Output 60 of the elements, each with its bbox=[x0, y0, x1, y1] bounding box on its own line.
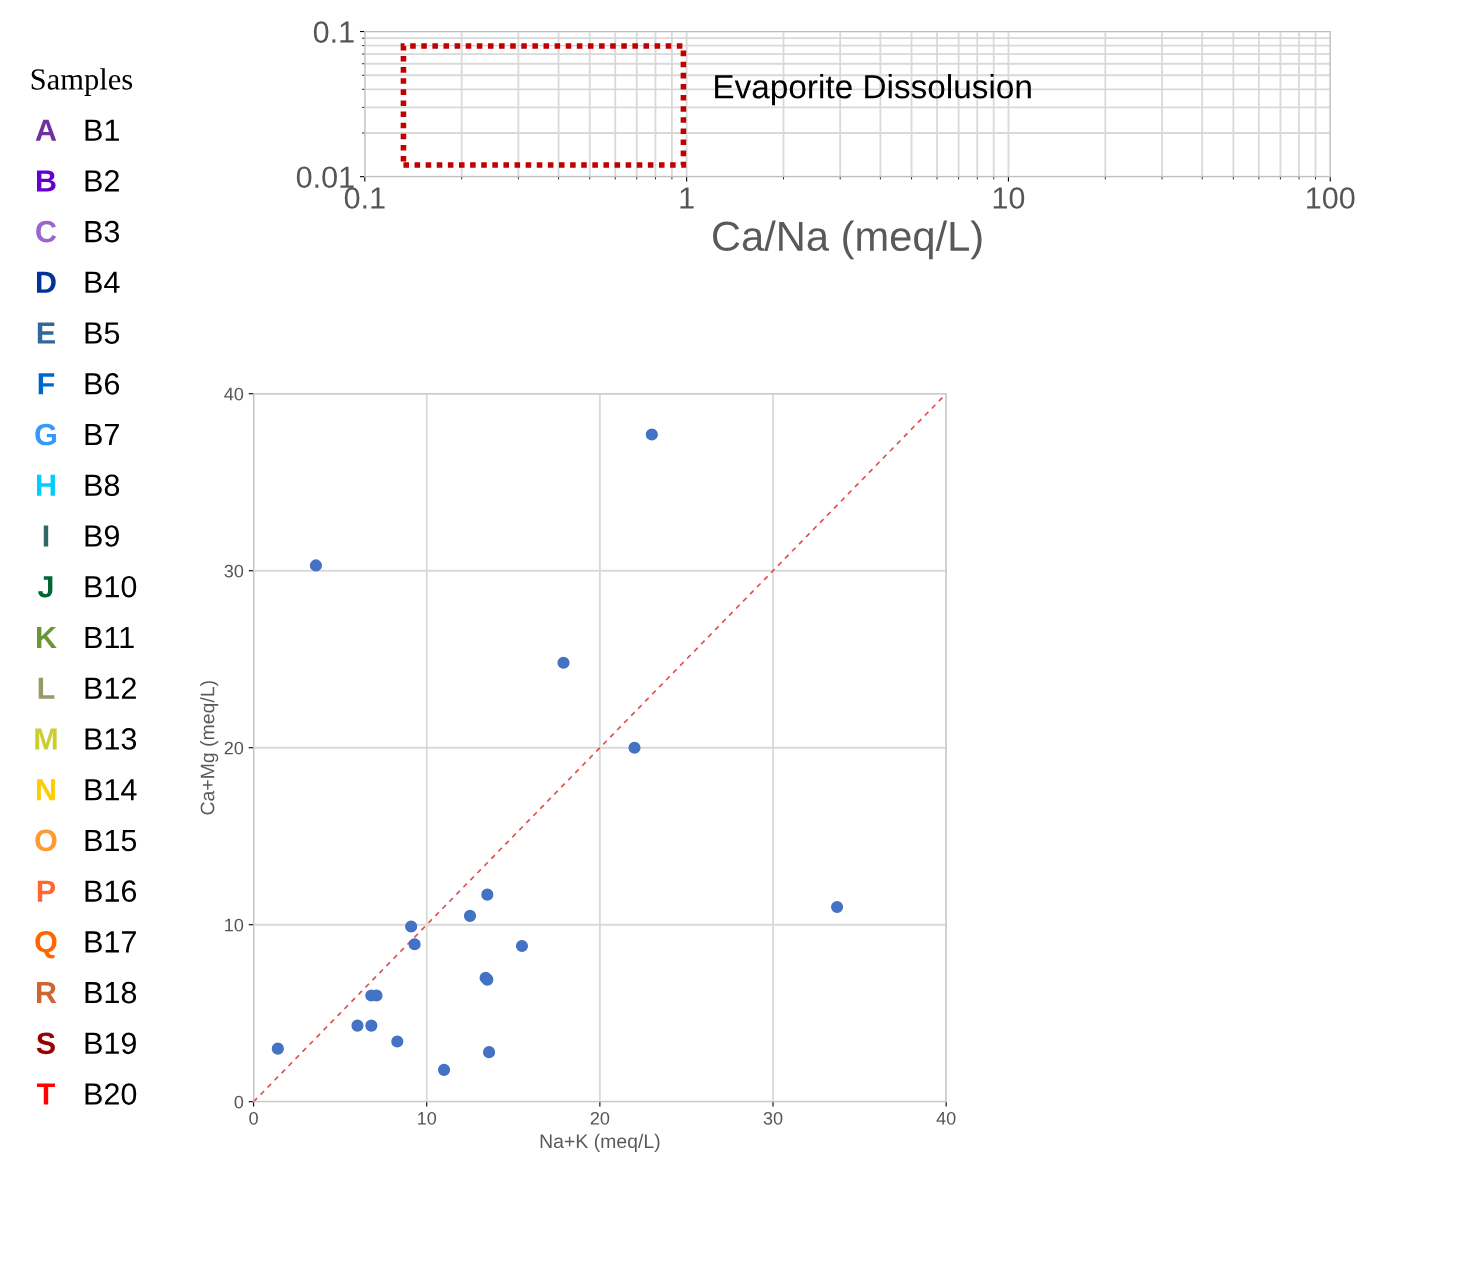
text: M bbox=[35, 728, 57, 750]
text: O bbox=[35, 829, 57, 852]
text: B20 bbox=[85, 1083, 137, 1105]
text: S bbox=[36, 1032, 55, 1055]
text: B1 bbox=[85, 119, 119, 141]
y-tick-label: 0 bbox=[234, 1095, 244, 1109]
x-tick-label: 30 bbox=[763, 1111, 783, 1125]
text: B15 bbox=[85, 829, 137, 852]
text: L bbox=[38, 677, 55, 699]
text: Samples bbox=[31, 68, 133, 96]
text: G bbox=[35, 423, 56, 446]
text: T bbox=[36, 1083, 55, 1105]
y-axis-title: Ca+Mg (meq/L) bbox=[200, 681, 219, 815]
text: B4 bbox=[85, 271, 120, 293]
text: B13 bbox=[85, 728, 137, 750]
y-tick-label: 0.01 bbox=[296, 166, 354, 189]
y-tick-label: 30 bbox=[224, 564, 244, 578]
text: B6 bbox=[85, 372, 120, 395]
text: B bbox=[36, 170, 56, 192]
y-tick-label: 10 bbox=[225, 918, 244, 932]
text: B17 bbox=[85, 931, 136, 953]
text: N bbox=[36, 779, 55, 801]
x-tick-label: 0 bbox=[249, 1111, 258, 1125]
y-tick-label: 40 bbox=[224, 387, 244, 401]
y-tick-label: 20 bbox=[224, 741, 244, 755]
text: B18 bbox=[85, 981, 137, 1004]
text: B3 bbox=[85, 220, 120, 243]
x-tick-label: 100 bbox=[1307, 187, 1355, 209]
text: R bbox=[36, 982, 57, 1004]
text: B9 bbox=[85, 525, 119, 547]
x-tick-label: 10 bbox=[418, 1111, 437, 1125]
text: D bbox=[36, 271, 56, 293]
text: A bbox=[35, 119, 57, 141]
text: Q bbox=[35, 931, 57, 959]
text: B14 bbox=[85, 779, 137, 801]
text: B11 bbox=[85, 626, 134, 648]
x-axis-title: Na+K (meq/L) bbox=[540, 1133, 660, 1152]
x-tick-label: 10 bbox=[993, 187, 1025, 209]
text: P bbox=[37, 880, 56, 902]
text: B10 bbox=[85, 575, 137, 598]
text: B16 bbox=[85, 880, 137, 902]
text: E bbox=[37, 322, 55, 344]
x-axis-title: Ca/Na (meq/L) bbox=[713, 220, 982, 260]
text: B2 bbox=[85, 170, 119, 192]
text: C bbox=[36, 220, 57, 243]
text: I bbox=[43, 525, 49, 547]
text: B8 bbox=[85, 474, 120, 497]
x-tick-label: 0.1 bbox=[344, 187, 385, 209]
text: B7 bbox=[85, 424, 119, 446]
x-tick-label: 40 bbox=[936, 1111, 956, 1125]
annotation: Evaporite Dissolusion bbox=[715, 74, 1031, 106]
x-tick-label: 20 bbox=[590, 1111, 610, 1125]
text: K bbox=[36, 626, 57, 648]
text: B12 bbox=[85, 677, 136, 699]
x-tick-label: 1 bbox=[680, 187, 694, 209]
text: B19 bbox=[85, 1032, 136, 1055]
text: B5 bbox=[85, 322, 120, 344]
text: J bbox=[37, 576, 53, 598]
text: F bbox=[38, 373, 55, 395]
text: H bbox=[36, 474, 55, 496]
